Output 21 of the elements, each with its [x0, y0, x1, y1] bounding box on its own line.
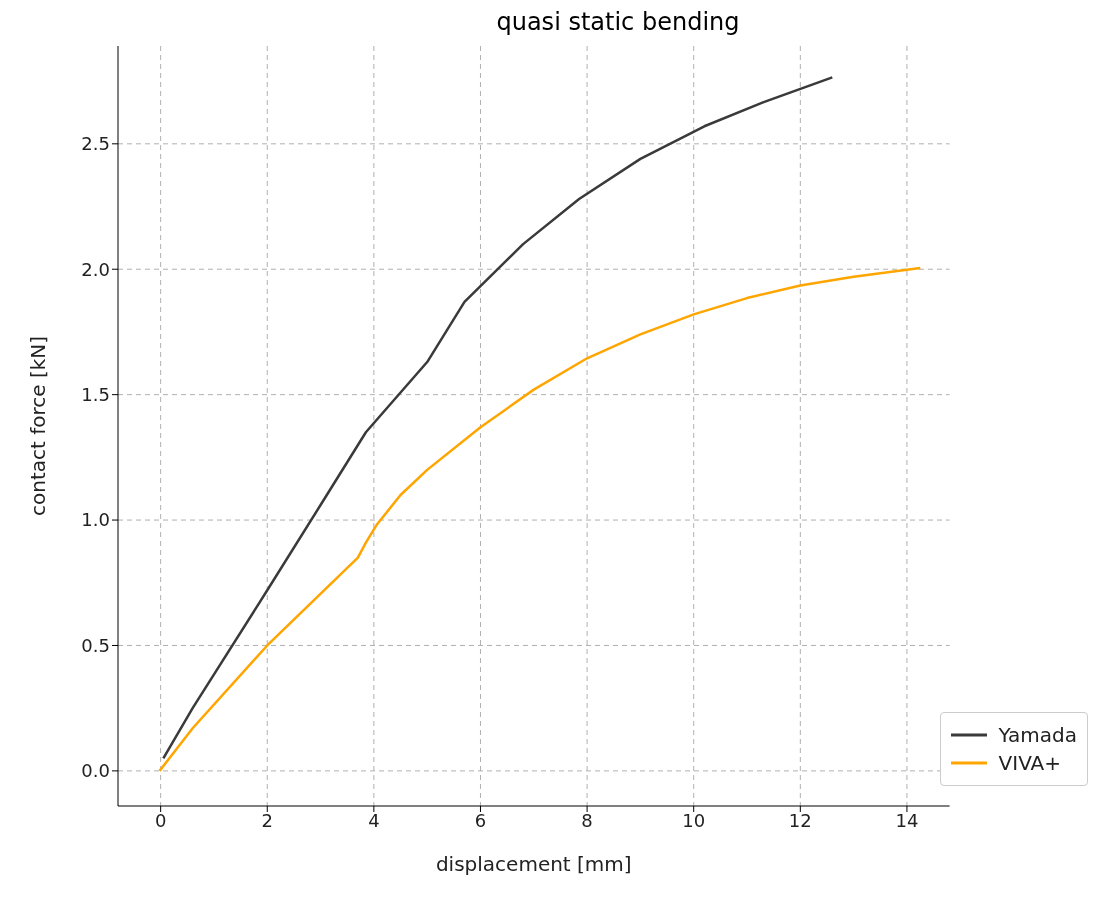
- chart-title: quasi static bending: [495, 8, 741, 36]
- legend-label: Yamada: [998, 723, 1077, 747]
- x-tick-label: 0: [154, 809, 167, 831]
- x-axis-title: displacement [mm]: [435, 852, 632, 876]
- x-tick-label: 14: [895, 809, 919, 831]
- x-tick-label: 12: [788, 809, 812, 831]
- x-tick-label: 10: [682, 809, 706, 831]
- x-tick-label: 6: [474, 809, 487, 831]
- y-tick-label: 0.0: [81, 760, 110, 782]
- legend-label: VIVA+: [998, 751, 1061, 775]
- y-tick-label: 1.0: [81, 509, 110, 531]
- line-series: [162, 76, 834, 760]
- y-axis-title: contact force [kN]: [26, 335, 51, 517]
- x-tick-label: 4: [368, 809, 380, 831]
- y-tick-label: 2.0: [81, 258, 110, 280]
- y-tick-label: 0.5: [81, 634, 110, 656]
- y-tick-label: 2.5: [81, 133, 110, 155]
- x-tick-label: 2: [261, 809, 273, 831]
- x-tick-label: 8: [581, 809, 593, 831]
- y-tick-label: 1.5: [81, 384, 110, 406]
- line-series: [158, 266, 922, 773]
